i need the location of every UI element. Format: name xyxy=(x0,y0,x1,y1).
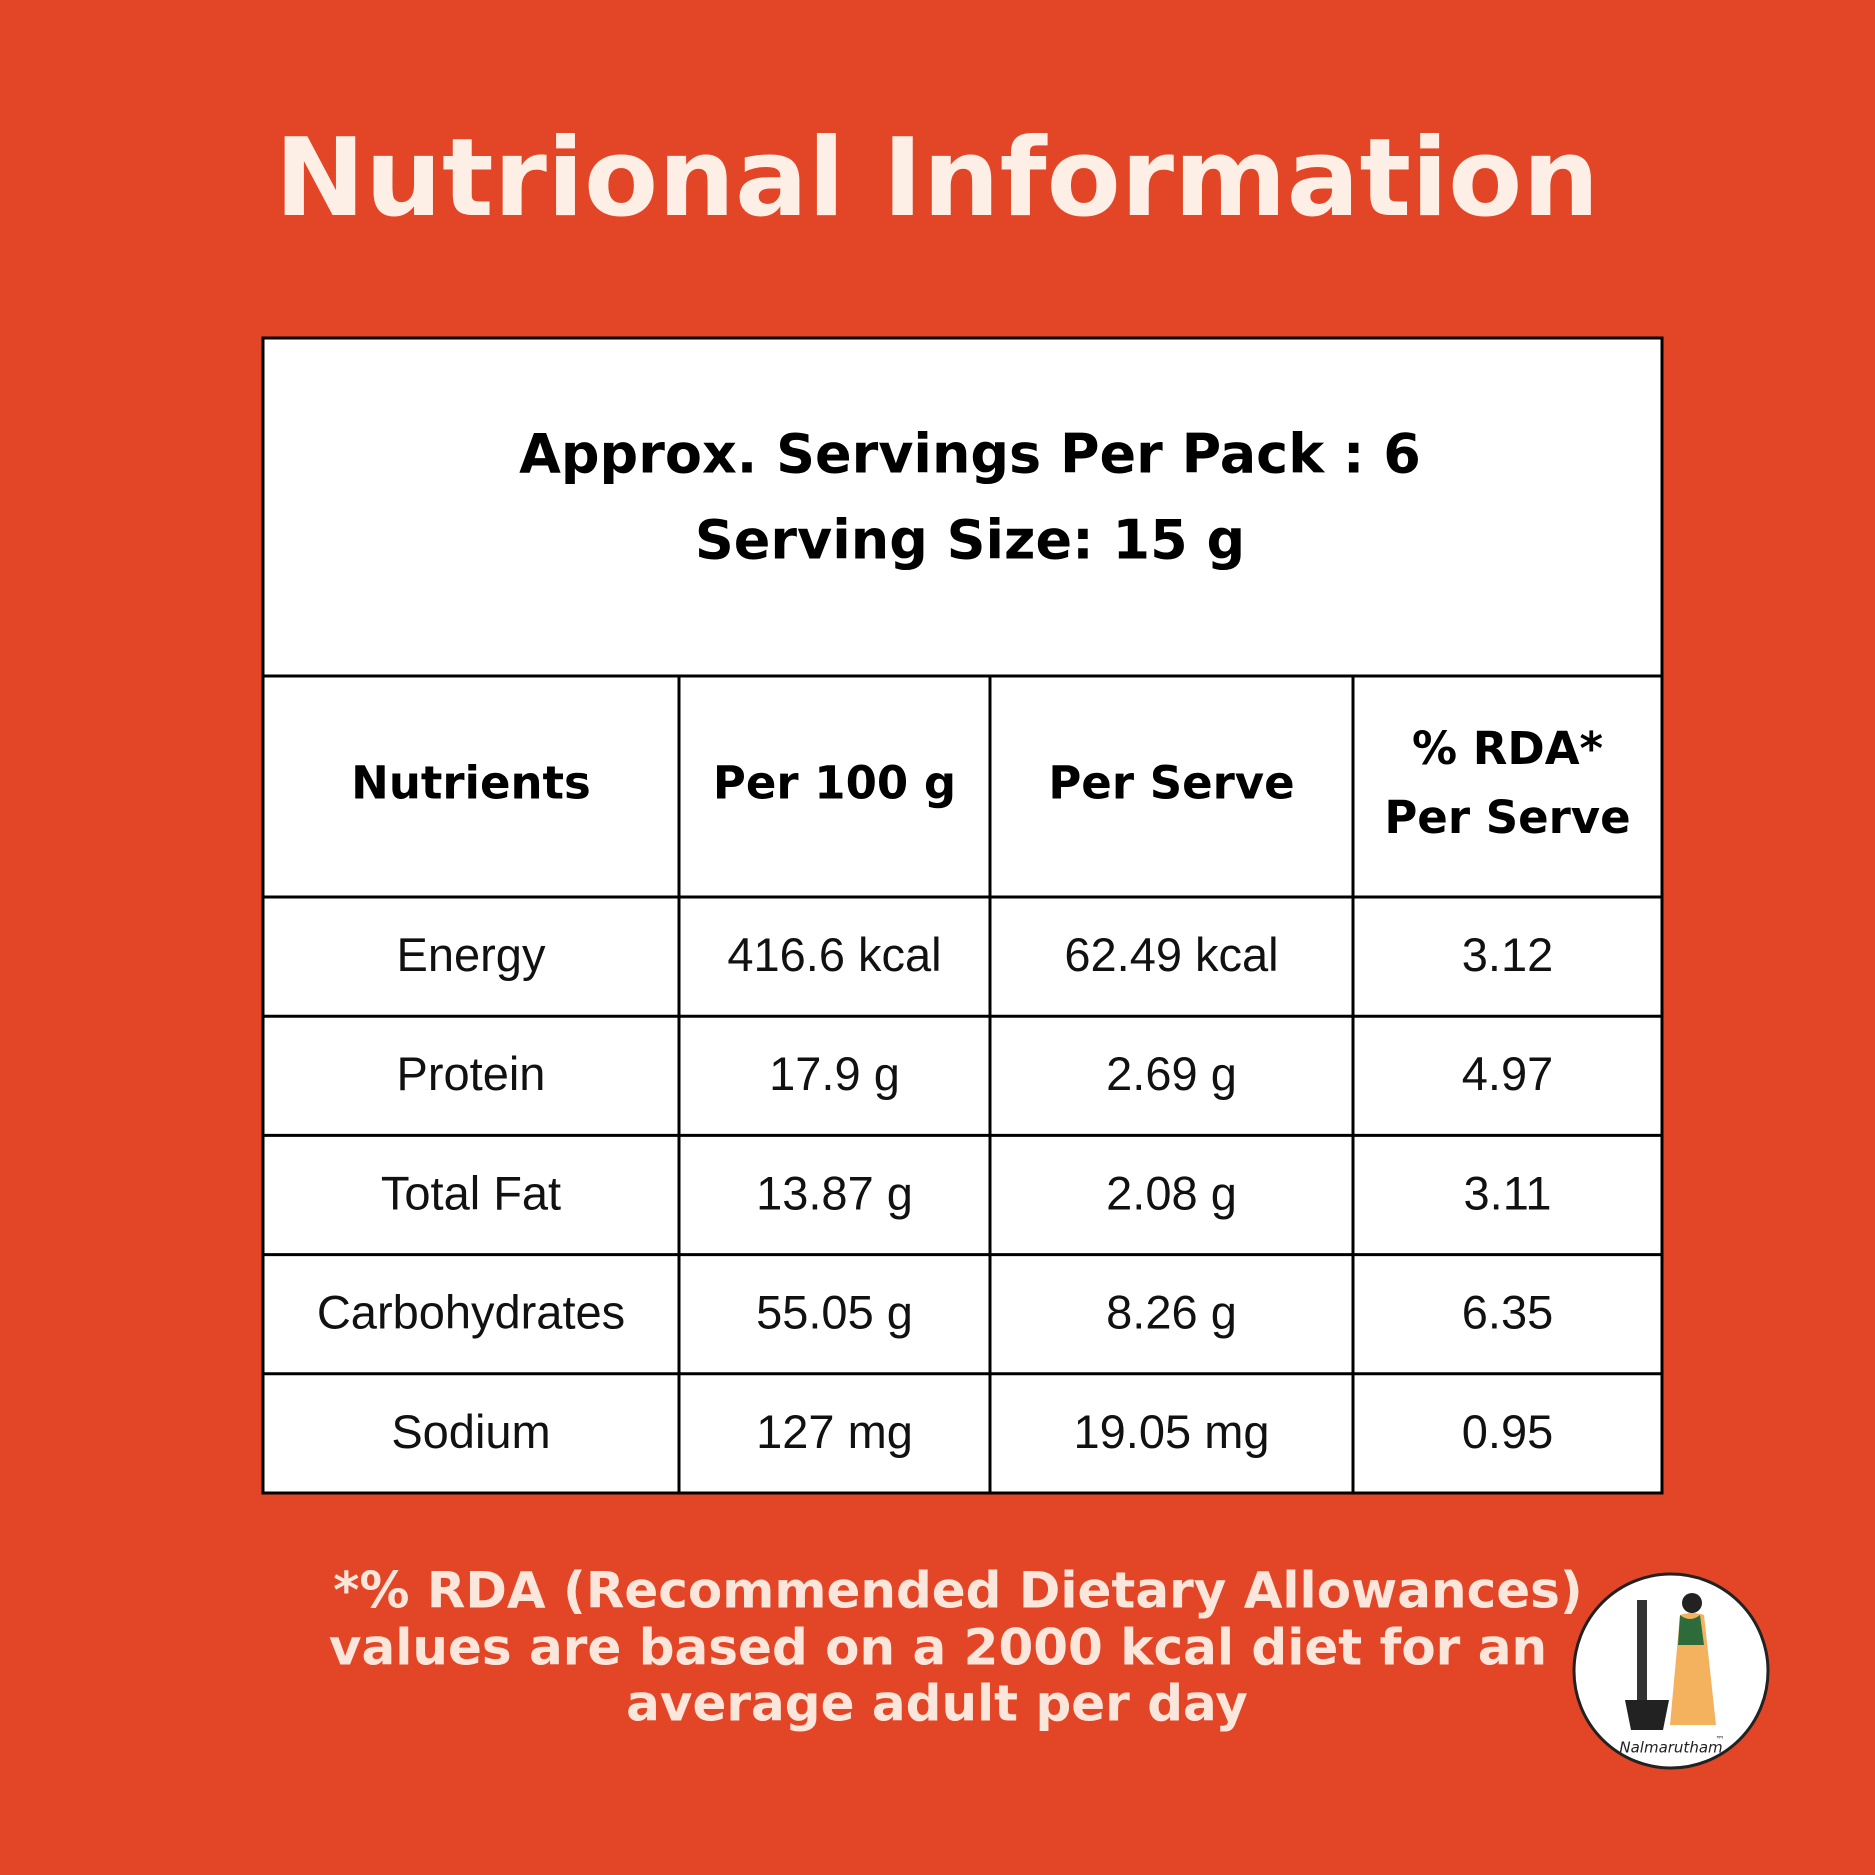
table-frame xyxy=(261,336,1664,1495)
logo-trademark: ™ xyxy=(1716,1736,1725,1746)
table-cell: 62.49 kcal xyxy=(1064,928,1278,981)
table-cell: Protein xyxy=(397,1047,546,1100)
table-cell: 127 mg xyxy=(756,1405,913,1458)
footnote-line: *% RDA (Recommended Dietary Allowances) xyxy=(333,1562,1583,1620)
table-cell: 6.35 xyxy=(1462,1286,1553,1339)
logo-pestle xyxy=(1637,1600,1647,1700)
caption-line: Approx. Servings Per Pack : 6 xyxy=(519,423,1421,486)
logo-mortar xyxy=(1625,1700,1669,1730)
table-cell: 3.12 xyxy=(1462,928,1553,981)
logo-figure-blouse xyxy=(1678,1615,1704,1645)
table-cell: 8.26 g xyxy=(1106,1286,1237,1339)
table-cell: 19.05 mg xyxy=(1074,1405,1270,1458)
table: Nutrients Per 100 g Per Serve % RDA* Per Ser… xyxy=(263,674,1662,1493)
logo-circle xyxy=(1572,1572,1770,1770)
caption-line: Serving Size: 15 g xyxy=(695,509,1245,572)
table-cell: 4.97 xyxy=(1462,1047,1553,1100)
column-header: Per Serve xyxy=(1048,757,1294,810)
table-cell: Energy xyxy=(397,928,546,981)
table-cell: 2.69 g xyxy=(1106,1047,1237,1100)
title: Nutrional Information xyxy=(275,116,1599,241)
table-cell: 55.05 g xyxy=(756,1286,913,1339)
logo: Nalmarutham ™ xyxy=(1572,1572,1770,1770)
table-cell: 13.87 g xyxy=(756,1166,913,1219)
table-cell: 416.6 kcal xyxy=(727,928,941,981)
table-cell: 3.11 xyxy=(1464,1166,1552,1219)
table-cell: Sodium xyxy=(391,1405,550,1458)
column-header: Per 100 g xyxy=(713,757,956,810)
table-cell: 0.95 xyxy=(1462,1405,1553,1458)
table-cell: Total Fat xyxy=(381,1166,561,1219)
column-header: Per Serve xyxy=(1384,791,1630,844)
column-header: % RDA* xyxy=(1412,722,1603,775)
footnote-line: values are based on a 2000 kcal diet for… xyxy=(329,1619,1547,1677)
table-cell: 2.08 g xyxy=(1106,1166,1237,1219)
column-header: Nutrients xyxy=(351,757,591,810)
logo-text: Nalmarutham xyxy=(1619,1739,1722,1757)
table-cell: 17.9 g xyxy=(769,1047,900,1100)
table-cell: Carbohydrates xyxy=(317,1286,625,1339)
footnote-line: average adult per day xyxy=(626,1675,1248,1733)
logo-figure-head xyxy=(1682,1593,1702,1613)
